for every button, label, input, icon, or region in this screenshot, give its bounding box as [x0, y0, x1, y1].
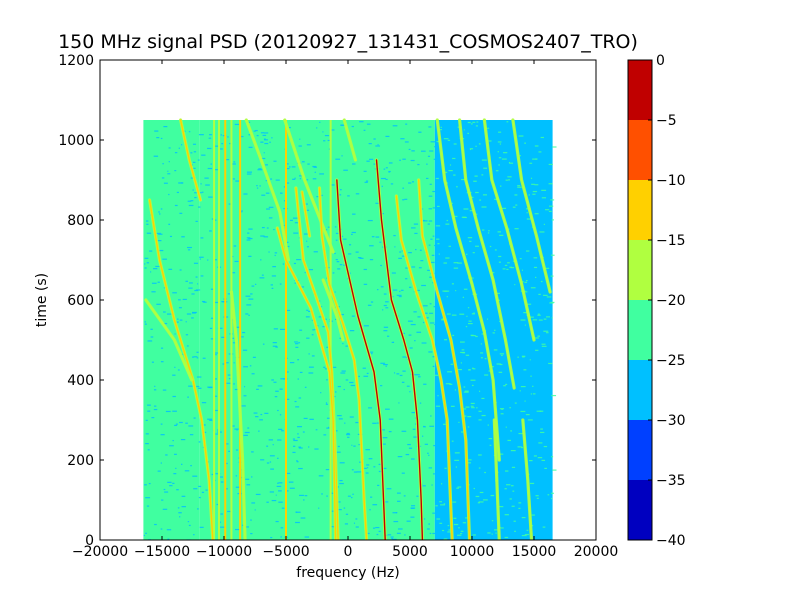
y-tick-label-5: 1000: [58, 133, 94, 149]
x-tick-label-8: 20000: [574, 544, 619, 560]
colorbar-segment-6: [628, 120, 652, 180]
colorbar-segment-5: [628, 180, 652, 240]
x-tick-label-2: −10000: [196, 544, 252, 560]
x-tick-label-5: 5000: [392, 544, 428, 560]
trace-18: [483, 119, 535, 341]
x-axis-label: frequency (Hz): [296, 565, 399, 581]
plot-area: [143, 118, 557, 540]
trace-2: [145, 299, 193, 381]
trace-13: [375, 159, 424, 540]
colorbar-tick-label-1: −35: [656, 473, 686, 489]
x-tick-label-4: 0: [344, 544, 353, 560]
x-tick-label-7: 15000: [512, 544, 557, 560]
colorbar-tick-label-0: −40: [656, 533, 686, 549]
colorbar-segment-7: [628, 60, 652, 120]
y-tick-label-4: 800: [67, 213, 94, 229]
trace-21: [522, 419, 533, 540]
colorbar-segment-3: [628, 300, 652, 360]
trace-10: [301, 191, 311, 237]
trace-0: [179, 119, 202, 201]
y-tick-label-0: 0: [85, 533, 94, 549]
colorbar-segment-4: [628, 240, 652, 300]
trace-19: [512, 119, 551, 293]
trace-8: [322, 279, 344, 341]
axes: −20000 −15000 −10000 −5000 0 5000 10000 15000 20…: [58, 53, 618, 560]
trace-6: [295, 187, 339, 540]
trace-9: [276, 227, 337, 540]
trace-5: [284, 119, 334, 253]
trace-14: [395, 195, 453, 540]
colorbar-segment-0: [628, 480, 652, 540]
trace-7: [318, 187, 368, 540]
trace-15: [417, 179, 471, 540]
trace-16: [436, 119, 500, 461]
colorbar-tick-label-8: 0: [656, 53, 665, 69]
chart-title: 150 MHz signal PSD (20120927_131431_COSM…: [58, 31, 638, 53]
trace-20: [493, 419, 500, 540]
heatmap-region-0: [143, 120, 162, 540]
trace-4: [245, 119, 290, 261]
trace-17: [458, 119, 515, 389]
colorbar-tick-label-3: −25: [656, 353, 686, 369]
y-tick-label-2: 400: [67, 373, 94, 389]
trace-11: [336, 179, 386, 540]
x-tick-label-1: −15000: [134, 544, 190, 560]
y-axis-label: time (s): [34, 273, 50, 327]
colorbar-tick-label-6: −10: [656, 173, 686, 189]
colorbar-tick-label-2: −30: [656, 413, 686, 429]
y-tick-label-1: 200: [67, 453, 94, 469]
trace-3: [230, 291, 246, 540]
trace-12: [343, 119, 357, 161]
y-tick-label-6: 1200: [58, 53, 94, 69]
x-tick-label-0: −20000: [72, 544, 128, 560]
colorbar-segment-1: [628, 420, 652, 480]
colorbar-segment-2: [628, 360, 652, 420]
colorbar-tick-label-5: −15: [656, 233, 686, 249]
x-tick-label-3: −5000: [262, 544, 309, 560]
colorbar-tick-label-4: −20: [656, 293, 686, 309]
heatmap-content: [143, 118, 557, 540]
colorbar-tick-label-7: −5: [656, 113, 677, 129]
colorbar: −40 −35 −30 −25 −20 −15 −10 −5 0: [627, 53, 686, 549]
y-tick-label-3: 600: [67, 293, 94, 309]
x-tick-label-6: 10000: [450, 544, 495, 560]
